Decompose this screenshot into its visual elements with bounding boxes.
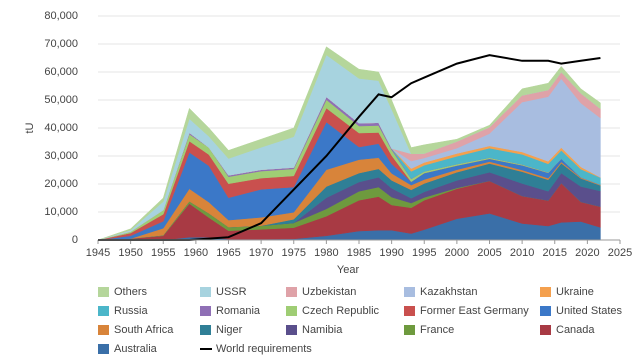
legend-label: Canada xyxy=(556,324,595,336)
legend-label: World requirements xyxy=(216,343,312,355)
y-tick-label: 40,000 xyxy=(44,122,78,134)
legend-label: Kazakhstan xyxy=(420,286,477,298)
legend-swatch xyxy=(404,287,415,297)
y-tick-label: 30,000 xyxy=(44,150,78,162)
x-tick-label: 1995 xyxy=(412,247,436,259)
x-tick-label: 1950 xyxy=(118,247,142,259)
x-tick-label: 2015 xyxy=(543,247,567,259)
legend-swatch xyxy=(286,287,297,297)
legend-label: Australia xyxy=(114,343,158,355)
legend-label: France xyxy=(420,324,454,336)
x-tick-label: 2010 xyxy=(510,247,534,259)
x-axis-label: Year xyxy=(337,264,360,276)
legend-swatch xyxy=(200,287,211,297)
x-tick-label: 1980 xyxy=(314,247,338,259)
legend-swatch xyxy=(286,306,297,316)
legend-label: South Africa xyxy=(114,324,174,336)
legend-swatch xyxy=(200,325,211,335)
x-tick-label: 1945 xyxy=(86,247,110,259)
x-tick-label: 1970 xyxy=(249,247,273,259)
y-tick-label: 80,000 xyxy=(44,10,78,22)
legend-label: Ukraine xyxy=(556,286,594,298)
legend-swatch xyxy=(540,287,551,297)
legend-label: Uzbekistan xyxy=(302,286,356,298)
legend-label: United States xyxy=(556,305,623,317)
legend-label: USSR xyxy=(216,286,247,298)
y-tick-label: 0 xyxy=(72,234,78,246)
x-tick-label: 2020 xyxy=(575,247,599,259)
legend-swatch xyxy=(540,306,551,316)
legend-label: Romania xyxy=(216,305,261,317)
y-tick-label: 70,000 xyxy=(44,38,78,50)
legend-swatch xyxy=(286,325,297,335)
x-tick-label: 2025 xyxy=(608,247,632,259)
legend-label: Others xyxy=(114,286,148,298)
x-tick-label: 1955 xyxy=(151,247,175,259)
area xyxy=(97,46,601,241)
legend-label: Former East Germany xyxy=(420,305,529,317)
legend-swatch xyxy=(540,325,551,335)
x-tick-label: 1975 xyxy=(282,247,306,259)
legend-label: Niger xyxy=(216,324,243,336)
legend-label: Russia xyxy=(114,305,149,317)
legend-swatch xyxy=(404,325,415,335)
legend-swatch xyxy=(98,306,109,316)
legend-swatch xyxy=(98,325,109,335)
legend-label: Czech Republic xyxy=(302,305,380,317)
y-axis-label: tU xyxy=(24,122,36,133)
legend-swatch xyxy=(98,287,109,297)
x-tick-label: 2000 xyxy=(445,247,469,259)
legend-swatch xyxy=(404,306,415,316)
x-tick-label: 1965 xyxy=(216,247,240,259)
legend-swatch xyxy=(98,344,109,354)
legend-label: Namibia xyxy=(302,324,343,336)
y-tick-label: 20,000 xyxy=(44,178,78,190)
x-tick-label: 2005 xyxy=(477,247,501,259)
legend-swatch xyxy=(200,306,211,316)
x-tick-label: 1985 xyxy=(347,247,371,259)
y-tick-label: 60,000 xyxy=(44,66,78,78)
y-tick-label: 10,000 xyxy=(44,206,78,218)
y-tick-label: 50,000 xyxy=(44,94,78,106)
x-tick-label: 1960 xyxy=(184,247,208,259)
x-tick-label: 1990 xyxy=(379,247,403,259)
